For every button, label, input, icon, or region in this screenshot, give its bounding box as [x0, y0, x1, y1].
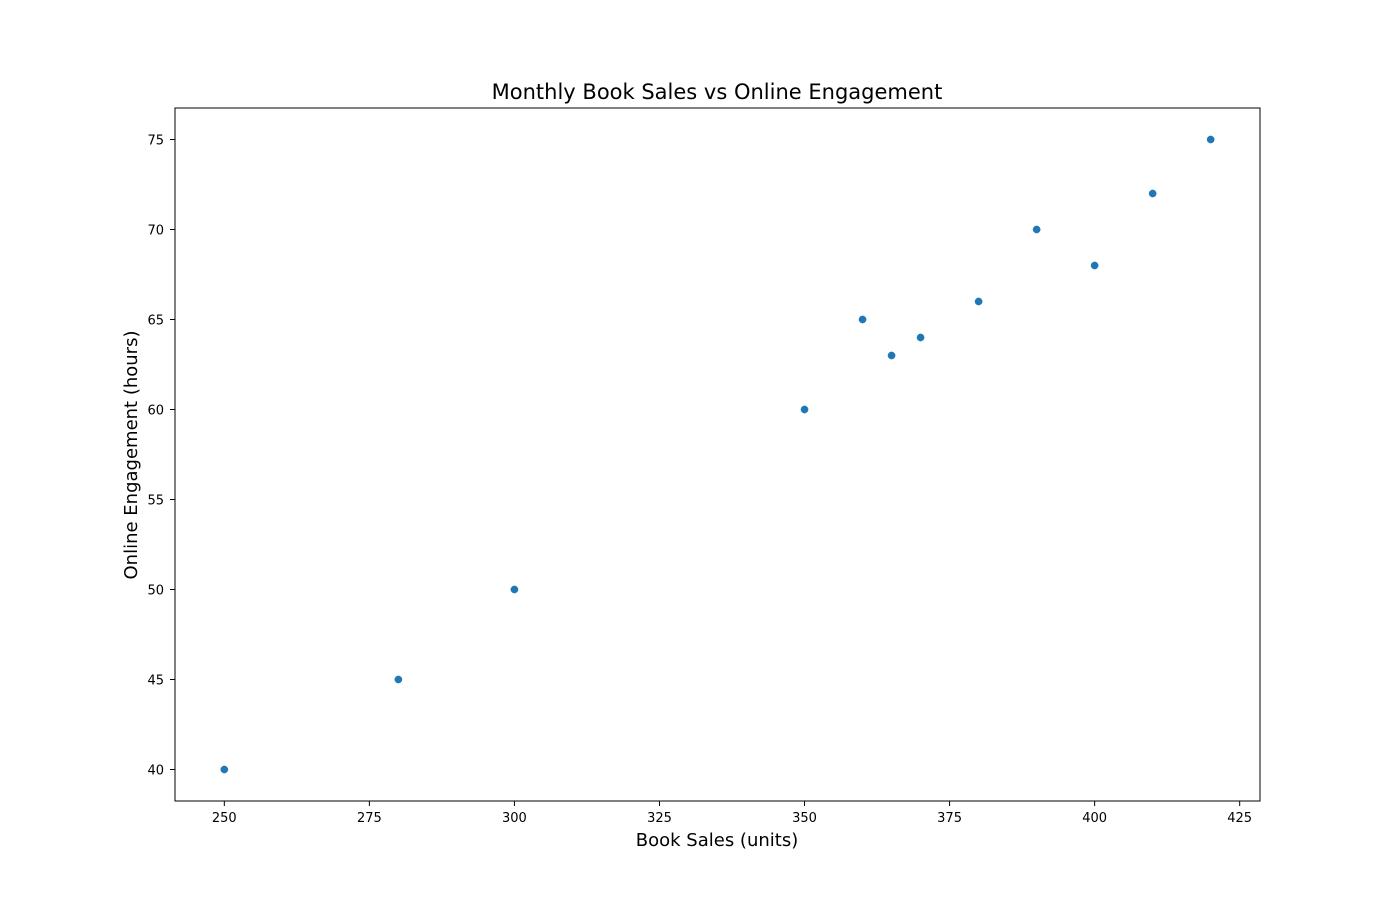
y-tick-label: 40 [147, 764, 164, 779]
data-point [394, 675, 403, 684]
x-tick-label: 375 [937, 811, 962, 826]
x-tick-label: 400 [1082, 811, 1107, 826]
y-tick-label: 55 [147, 494, 164, 509]
x-tick-label: 300 [502, 811, 527, 826]
data-point [510, 585, 519, 594]
y-tick-label: 45 [147, 674, 164, 689]
plot-frame [174, 107, 1261, 802]
y-tick-label: 75 [147, 134, 164, 149]
x-tick-label: 325 [647, 811, 672, 826]
data-point [1148, 189, 1157, 198]
x-tick-label: 425 [1227, 811, 1252, 826]
data-point [220, 765, 229, 774]
y-tick-label: 60 [147, 404, 164, 419]
data-point [800, 405, 809, 414]
data-point [916, 333, 925, 342]
data-point [1032, 225, 1041, 234]
data-point [974, 297, 983, 306]
y-tick-label: 65 [147, 314, 164, 329]
data-point [1206, 135, 1215, 144]
x-axis-label: Book Sales (units) [636, 830, 798, 851]
data-point [1090, 261, 1099, 270]
y-axis-label: Online Engagement (hours) [121, 331, 142, 580]
x-tick-label: 350 [792, 811, 817, 826]
y-tick-label: 50 [147, 584, 164, 599]
chart-title: Monthly Book Sales vs Online Engagement [492, 80, 943, 104]
data-point [887, 351, 896, 360]
plot-area: 250 275 300 325 350 375 400 425 40 45 50 55 60 65 70 75 [147, 107, 1261, 826]
x-tick-label: 275 [357, 811, 382, 826]
data-point [858, 315, 867, 324]
y-tick-label: 70 [147, 224, 164, 239]
x-tick-label: 250 [212, 811, 237, 826]
